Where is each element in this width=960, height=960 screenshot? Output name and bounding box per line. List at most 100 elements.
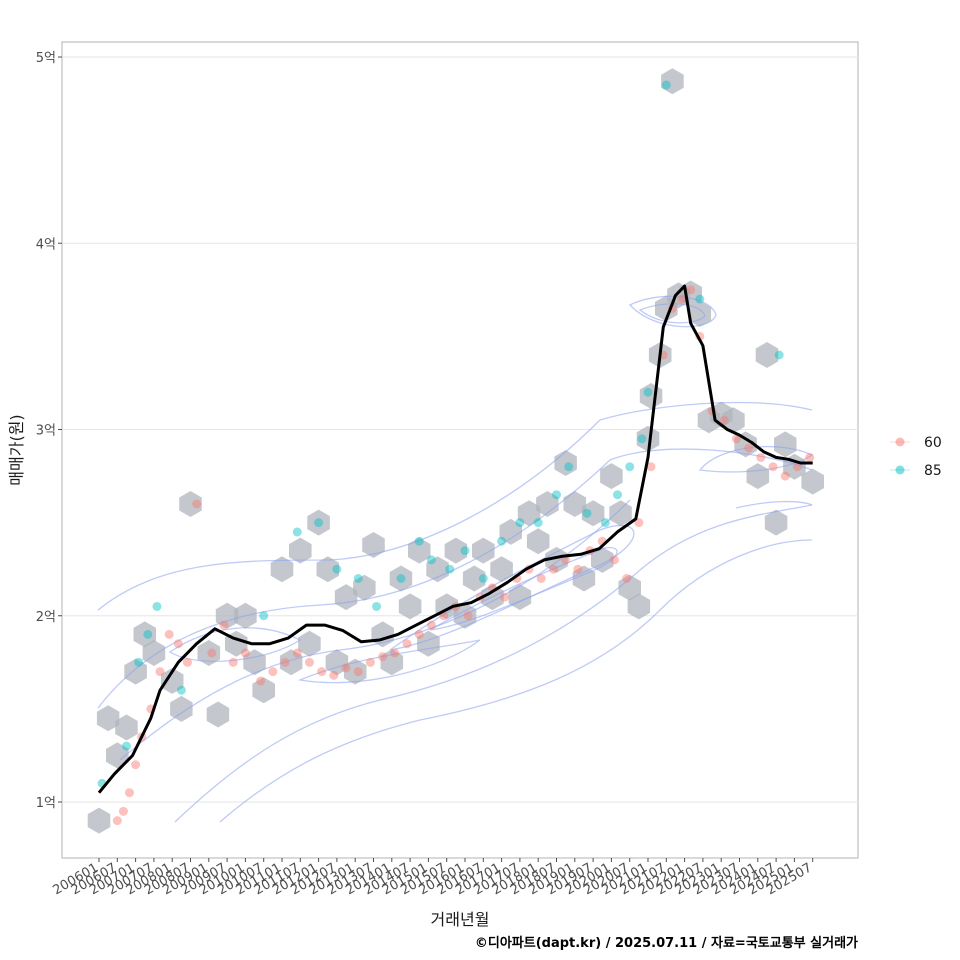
point-60-58 <box>768 462 778 472</box>
point-60-17 <box>280 657 290 667</box>
legend-label-60: 60 <box>924 435 942 451</box>
point-85-17 <box>478 574 488 583</box>
legend-key-85 <box>895 465 905 475</box>
point-60-6 <box>155 667 165 677</box>
hexbin-61 <box>661 68 684 95</box>
hexbin-51 <box>581 500 605 527</box>
point-60-20 <box>317 667 327 677</box>
hexbin-72 <box>774 431 797 458</box>
point-60-7 <box>164 629 174 639</box>
hexbin-74 <box>801 468 824 495</box>
point-60-3 <box>131 760 141 770</box>
point-85-5 <box>176 685 186 695</box>
point-60-1 <box>118 806 128 816</box>
point-60-16 <box>268 667 278 677</box>
point-60-57 <box>756 452 766 462</box>
y-tick-label-2: 3억 <box>36 424 56 439</box>
point-60-50 <box>677 294 687 304</box>
density-contours <box>97 295 814 823</box>
hexbin-36 <box>444 537 468 564</box>
point-60-8 <box>173 639 183 649</box>
hexbin-37 <box>453 602 477 629</box>
y-axis-title: 매매가(원) <box>7 414 26 485</box>
hexbin-16 <box>252 677 275 704</box>
point-60-44 <box>609 555 619 565</box>
point-85-9 <box>332 564 342 574</box>
hexbin-2 <box>106 742 129 769</box>
point-85-25 <box>613 490 622 500</box>
point-60-46 <box>634 518 644 528</box>
point-60-2 <box>125 788 134 798</box>
hexbin-49 <box>563 491 587 517</box>
hexbin-22 <box>316 556 339 583</box>
point-60-11 <box>207 648 217 658</box>
hexbin-26 <box>353 574 376 601</box>
y-tick-label-0: 1억 <box>36 796 56 811</box>
hexbin-27 <box>362 532 385 558</box>
median-price-line <box>97 284 813 794</box>
hexbin-71 <box>764 509 788 536</box>
point-60-13 <box>228 657 238 667</box>
hexbin-64 <box>688 301 712 327</box>
point-85-2 <box>134 657 144 667</box>
point-85-16 <box>460 546 470 556</box>
hexbin-layer <box>87 68 824 834</box>
point-85-8 <box>314 518 324 528</box>
density-contour-5 <box>389 524 635 651</box>
point-60-28 <box>414 629 424 639</box>
point-60-54 <box>719 415 729 425</box>
density-contour-9 <box>698 446 814 473</box>
caption: ©디아파트(dapt.kr) / 2025.07.11 / 자료=국토교통부 실… <box>475 935 858 951</box>
plot-panel <box>61 41 859 859</box>
point-85-26 <box>625 462 635 472</box>
hexbin-5 <box>133 621 156 648</box>
hexbin-7 <box>160 667 184 694</box>
point-60-45 <box>622 574 632 583</box>
point-85-14 <box>426 555 436 565</box>
legend-key-60 <box>895 437 905 447</box>
density-contour-0 <box>97 401 813 611</box>
point-85-23 <box>582 508 592 518</box>
point-85-10 <box>353 574 363 583</box>
hexbin-57 <box>636 425 660 452</box>
point-85-19 <box>515 518 525 528</box>
point-60-35 <box>500 592 510 602</box>
point-60-25 <box>378 652 388 662</box>
y-tick-label-3: 4억 <box>36 237 56 252</box>
point-60-9 <box>182 657 192 667</box>
point-85-21 <box>552 490 561 500</box>
hexbin-53 <box>600 463 623 490</box>
point-60-61 <box>805 452 815 462</box>
hexbin-1 <box>96 705 120 732</box>
point-60-32 <box>463 611 473 621</box>
hexbin-30 <box>389 565 413 592</box>
hexbin-34 <box>426 556 449 583</box>
point-60-0 <box>112 816 122 826</box>
y-tick-label-1: 2억 <box>36 610 56 625</box>
point-60-59 <box>780 471 790 481</box>
hexbin-67 <box>722 407 745 434</box>
point-85-27 <box>637 434 647 444</box>
density-contour-10 <box>735 500 813 509</box>
hexbin-11 <box>206 701 230 728</box>
density-contour-12 <box>297 639 481 684</box>
hexbin-54 <box>609 500 632 527</box>
y-axis-ticks: 1억 2억 3억 4억 5억 <box>36 51 62 811</box>
point-60-39 <box>548 564 558 574</box>
point-60-41 <box>573 564 583 574</box>
hexbin-31 <box>398 593 422 620</box>
point-60-51 <box>686 285 696 295</box>
hexbin-42 <box>499 518 522 545</box>
point-85-28 <box>643 387 653 397</box>
point-60-27 <box>402 639 412 649</box>
point-85-22 <box>564 462 574 472</box>
point-85-20 <box>533 518 543 528</box>
density-contour-3 <box>174 504 813 823</box>
point-60-12 <box>219 620 229 630</box>
point-60-38 <box>536 574 546 583</box>
hexbin-38 <box>462 565 486 592</box>
point-60-21 <box>329 670 339 680</box>
point-85-24 <box>600 518 610 528</box>
hexbin-19 <box>289 537 312 564</box>
